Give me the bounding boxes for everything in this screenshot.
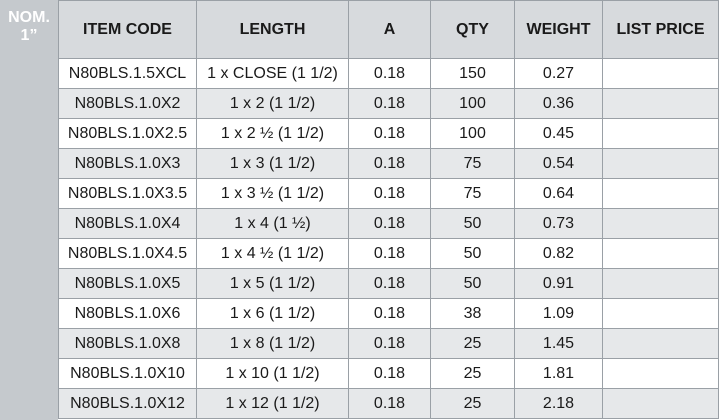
table-row: N80BLS.1.0X3 1 x 3 (1 1/2) 0.18 75 0.54	[58, 148, 719, 179]
cell-a: 0.18	[348, 328, 431, 359]
cell-length: 1 x 3 ½ (1 1/2)	[196, 178, 349, 209]
cell-item-code: N80BLS.1.0X10	[58, 358, 197, 389]
header-length: LENGTH	[196, 0, 349, 59]
table-row: N80BLS.1.0X4 1 x 4 (1 ½) 0.18 50 0.73	[58, 208, 719, 239]
cell-item-code: N80BLS.1.0X4	[58, 208, 197, 239]
cell-qty: 25	[430, 358, 515, 389]
cell-list-price	[602, 208, 719, 239]
cell-weight: 0.82	[514, 238, 603, 269]
cell-list-price	[602, 268, 719, 299]
table-row: N80BLS.1.0X4.5 1 x 4 ½ (1 1/2) 0.18 50 0…	[58, 238, 719, 269]
cell-item-code: N80BLS.1.0X2	[58, 88, 197, 119]
cell-length: 1 x 3 (1 1/2)	[196, 148, 349, 179]
cell-list-price	[602, 238, 719, 269]
cell-weight: 0.91	[514, 268, 603, 299]
cell-list-price	[602, 328, 719, 359]
cell-qty: 75	[430, 148, 515, 179]
header-list-price: LIST PRICE	[602, 0, 719, 59]
cell-length: 1 x 12 (1 1/2)	[196, 388, 349, 419]
cell-a: 0.18	[348, 208, 431, 239]
cell-weight: 0.45	[514, 118, 603, 149]
cell-a: 0.18	[348, 58, 431, 89]
header-weight: WEIGHT	[514, 0, 603, 59]
cell-qty: 50	[430, 238, 515, 269]
nominal-size-title: NOM.	[8, 9, 50, 26]
cell-weight: 1.09	[514, 298, 603, 329]
table-row: N80BLS.1.5XCL 1 x CLOSE (1 1/2) 0.18 150…	[58, 58, 719, 89]
cell-list-price	[602, 58, 719, 89]
cell-item-code: N80BLS.1.0X5	[58, 268, 197, 299]
cell-qty: 50	[430, 208, 515, 239]
table-row: N80BLS.1.0X2.5 1 x 2 ½ (1 1/2) 0.18 100 …	[58, 118, 719, 149]
cell-weight: 0.64	[514, 178, 603, 209]
cell-list-price	[602, 358, 719, 389]
table-row: N80BLS.1.0X6 1 x 6 (1 1/2) 0.18 38 1.09	[58, 298, 719, 329]
cell-weight: 1.45	[514, 328, 603, 359]
cell-length: 1 x 5 (1 1/2)	[196, 268, 349, 299]
table-header-row: ITEM CODE LENGTH A QTY WEIGHT LIST PRICE	[58, 0, 719, 59]
cell-qty: 38	[430, 298, 515, 329]
cell-a: 0.18	[348, 298, 431, 329]
cell-list-price	[602, 178, 719, 209]
cell-item-code: N80BLS.1.0X3	[58, 148, 197, 179]
nominal-size-value: 1”	[20, 27, 38, 44]
cell-a: 0.18	[348, 268, 431, 299]
nominal-size-panel	[0, 0, 58, 420]
cell-length: 1 x 8 (1 1/2)	[196, 328, 349, 359]
table-row: N80BLS.1.0X3.5 1 x 3 ½ (1 1/2) 0.18 75 0…	[58, 178, 719, 209]
cell-length: 1 x 4 ½ (1 1/2)	[196, 238, 349, 269]
cell-a: 0.18	[348, 358, 431, 389]
cell-length: 1 x CLOSE (1 1/2)	[196, 58, 349, 89]
cell-weight: 0.54	[514, 148, 603, 179]
cell-a: 0.18	[348, 388, 431, 419]
nominal-size-label: NOM. 1”	[0, 9, 58, 45]
cell-a: 0.18	[348, 178, 431, 209]
product-spec-table: ITEM CODE LENGTH A QTY WEIGHT LIST PRICE…	[58, 0, 719, 419]
cell-length: 1 x 6 (1 1/2)	[196, 298, 349, 329]
table-row: N80BLS.1.0X12 1 x 12 (1 1/2) 0.18 25 2.1…	[58, 388, 719, 419]
cell-item-code: N80BLS.1.0X8	[58, 328, 197, 359]
cell-qty: 50	[430, 268, 515, 299]
table-row: N80BLS.1.0X2 1 x 2 (1 1/2) 0.18 100 0.36	[58, 88, 719, 119]
cell-weight: 0.73	[514, 208, 603, 239]
cell-qty: 100	[430, 118, 515, 149]
cell-a: 0.18	[348, 238, 431, 269]
header-item-code: ITEM CODE	[58, 0, 197, 59]
cell-item-code: N80BLS.1.0X3.5	[58, 178, 197, 209]
cell-list-price	[602, 298, 719, 329]
cell-qty: 150	[430, 58, 515, 89]
cell-weight: 0.27	[514, 58, 603, 89]
cell-length: 1 x 2 ½ (1 1/2)	[196, 118, 349, 149]
cell-qty: 100	[430, 88, 515, 119]
table-row: N80BLS.1.0X10 1 x 10 (1 1/2) 0.18 25 1.8…	[58, 358, 719, 389]
cell-list-price	[602, 148, 719, 179]
cell-qty: 75	[430, 178, 515, 209]
cell-item-code: N80BLS.1.0X4.5	[58, 238, 197, 269]
cell-weight: 0.36	[514, 88, 603, 119]
cell-length: 1 x 2 (1 1/2)	[196, 88, 349, 119]
table-row: N80BLS.1.0X5 1 x 5 (1 1/2) 0.18 50 0.91	[58, 268, 719, 299]
cell-item-code: N80BLS.1.0X12	[58, 388, 197, 419]
cell-weight: 1.81	[514, 358, 603, 389]
cell-qty: 25	[430, 328, 515, 359]
cell-length: 1 x 4 (1 ½)	[196, 208, 349, 239]
header-qty: QTY	[430, 0, 515, 59]
cell-qty: 25	[430, 388, 515, 419]
cell-weight: 2.18	[514, 388, 603, 419]
table-row: N80BLS.1.0X8 1 x 8 (1 1/2) 0.18 25 1.45	[58, 328, 719, 359]
cell-item-code: N80BLS.1.0X6	[58, 298, 197, 329]
cell-list-price	[602, 388, 719, 419]
cell-item-code: N80BLS.1.5XCL	[58, 58, 197, 89]
cell-list-price	[602, 88, 719, 119]
cell-a: 0.18	[348, 88, 431, 119]
cell-item-code: N80BLS.1.0X2.5	[58, 118, 197, 149]
cell-a: 0.18	[348, 148, 431, 179]
cell-a: 0.18	[348, 118, 431, 149]
cell-list-price	[602, 118, 719, 149]
header-a: A	[348, 0, 431, 59]
cell-length: 1 x 10 (1 1/2)	[196, 358, 349, 389]
